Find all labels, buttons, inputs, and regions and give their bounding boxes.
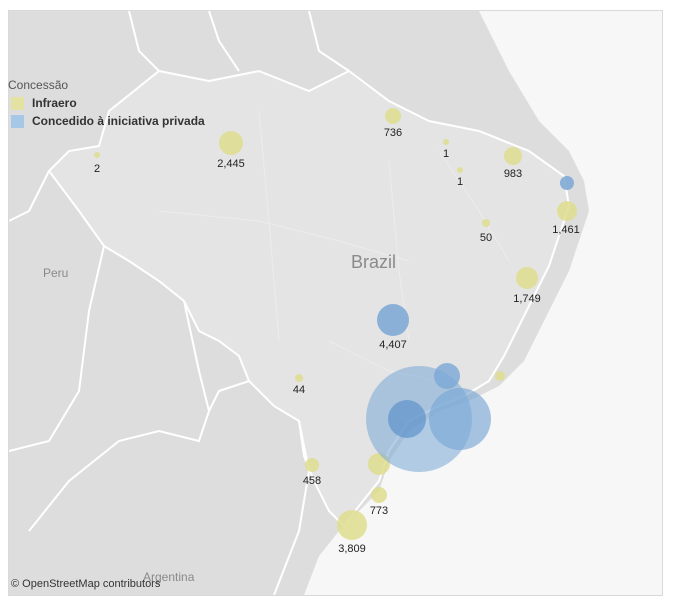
legend-item-private[interactable]: Concedido à iniciativa privada [8, 112, 205, 130]
bubble-belo-horizonte[interactable] [434, 363, 460, 389]
bubble-vitoria[interactable] [495, 371, 505, 381]
bubble-teresina[interactable] [457, 167, 463, 173]
bubble-layer [94, 108, 577, 540]
bubble-manaus[interactable] [219, 131, 243, 155]
bubble-salvador[interactable] [516, 267, 538, 289]
value-label-manaus: 2,445 [217, 158, 245, 170]
value-label-sao-luis: 1 [443, 148, 449, 160]
legend: Concessão Infraero Concedido à iniciativ… [8, 76, 205, 130]
value-label-florianopolis: 773 [370, 505, 388, 517]
bubble-petrolina[interactable] [482, 219, 490, 227]
bubble-campinas[interactable] [388, 400, 426, 438]
bubble-natal[interactable] [560, 176, 574, 190]
value-label-rio-branco: 2 [94, 163, 100, 175]
bubble-sao-luis[interactable] [443, 139, 449, 145]
value-label-campo-grande: 44 [293, 384, 305, 396]
bubble-fortaleza[interactable] [504, 147, 522, 165]
value-label-petrolina: 50 [480, 232, 492, 244]
value-label-foz-do-iguacu: 458 [303, 475, 321, 487]
map-view[interactable]: Brazil Peru Argentina [8, 10, 663, 596]
value-label-brasilia: 4,407 [379, 339, 407, 351]
map-credit[interactable]: © OpenStreetMap contributors [11, 578, 161, 590]
value-label-porto-alegre: 3,809 [338, 543, 366, 555]
country-label-peru: Peru [43, 266, 68, 280]
bubble-brasilia[interactable] [377, 304, 409, 336]
legend-item-infraero[interactable]: Infraero [8, 94, 205, 112]
value-label-belem: 736 [384, 127, 402, 139]
bubble-recife[interactable] [557, 201, 577, 221]
bubble-rio-branco[interactable] [94, 152, 100, 158]
bubble-florianopolis[interactable] [371, 487, 387, 503]
legend-swatch-infraero [11, 96, 24, 110]
value-label-teresina: 1 [457, 176, 463, 188]
value-label-salvador: 1,749 [513, 293, 541, 305]
legend-label-private: Concedido à iniciativa privada [32, 114, 205, 128]
value-label-fortaleza: 983 [504, 168, 522, 180]
bubble-rio-de-janeiro[interactable] [429, 388, 491, 450]
bubble-foz-do-iguacu[interactable] [305, 458, 319, 472]
map-canvas[interactable]: Brazil Peru Argentina [9, 11, 662, 595]
legend-title: Concessão [8, 78, 69, 92]
value-labels: 2 2,445 736 1 1 983 1,461 50 1,749 4,407… [94, 127, 580, 555]
bubble-campo-grande[interactable] [295, 374, 303, 382]
borders [9, 11, 350, 595]
legend-label-infraero: Infraero [32, 96, 77, 110]
legend-swatch-private [11, 114, 24, 128]
country-label-argentina: Argentina [143, 570, 195, 584]
country-label-brazil: Brazil [351, 252, 396, 272]
bubble-porto-alegre[interactable] [337, 510, 367, 540]
bubble-belem[interactable] [385, 108, 401, 124]
value-label-recife: 1,461 [552, 224, 580, 236]
